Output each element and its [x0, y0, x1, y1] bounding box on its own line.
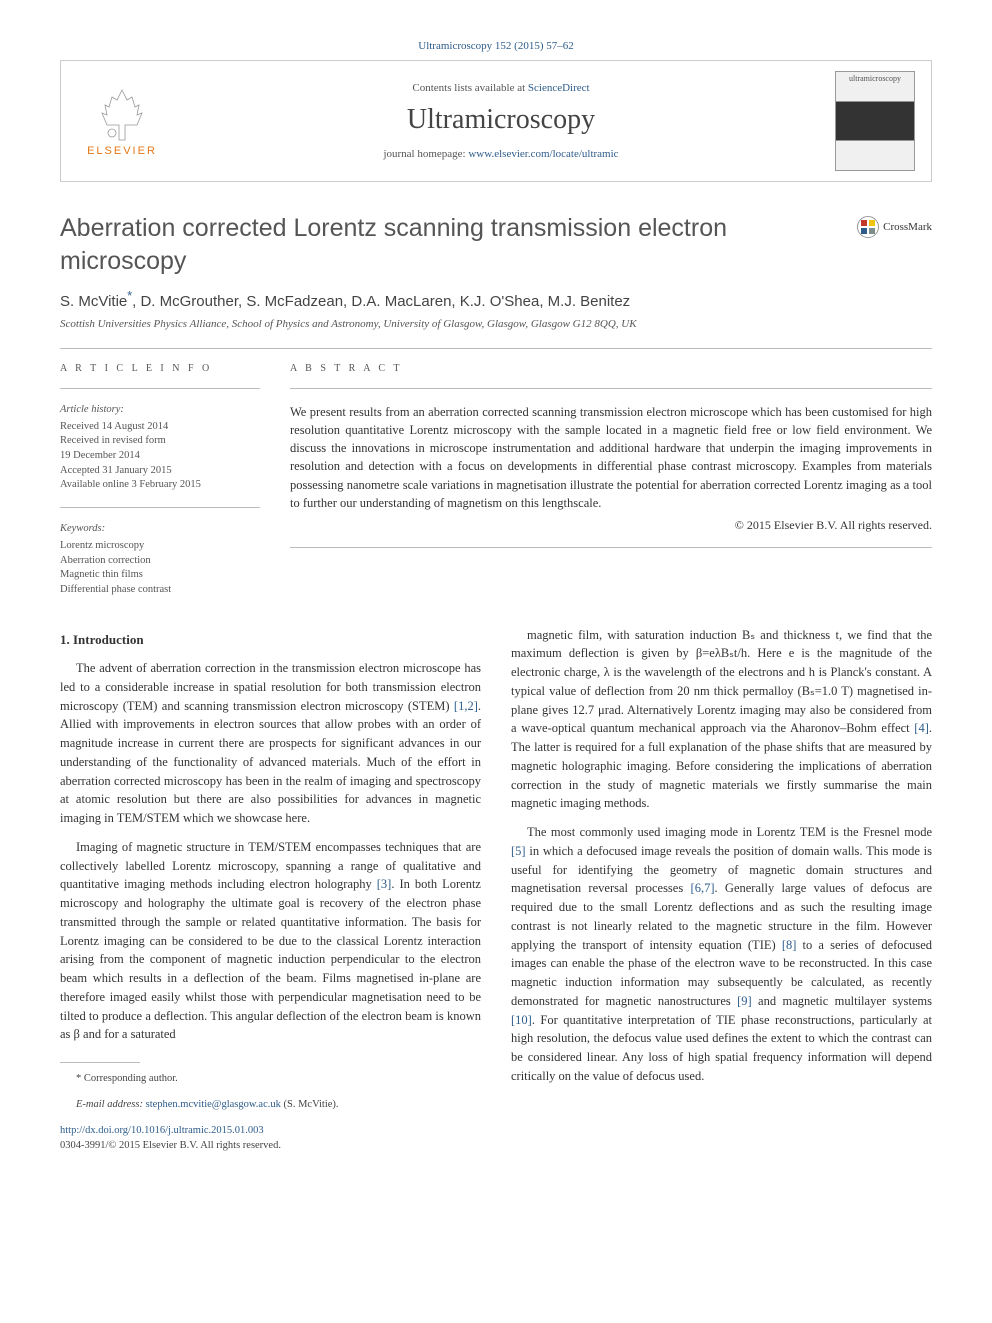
citation-link[interactable]: [10]	[511, 1013, 532, 1027]
contents-prefix: Contents lists available at	[412, 82, 527, 94]
crossmark-label: CrossMark	[883, 221, 932, 233]
abstract-heading: A B S T R A C T	[290, 363, 932, 374]
citation-link[interactable]: [4]	[914, 721, 929, 735]
history-line: Accepted 31 January 2015	[60, 464, 260, 479]
email-suffix: (S. McVitie).	[281, 1099, 339, 1110]
authors-list: S. McVitie*, D. McGrouther, S. McFadzean…	[60, 289, 932, 310]
contents-available-text: Contents lists available at ScienceDirec…	[167, 82, 835, 94]
journal-reference: Ultramicroscopy 152 (2015) 57–62	[60, 40, 932, 52]
body-text-span: . In both Lorentz microscopy and hologra…	[60, 877, 481, 1041]
email-label: E-mail address:	[76, 1099, 146, 1110]
abstract-text: We present results from an aberration co…	[290, 403, 932, 512]
journal-name: Ultramicroscopy	[167, 104, 835, 136]
journal-cover-image: ultramicroscopy	[835, 71, 915, 171]
elsevier-tree-icon	[87, 85, 157, 145]
cover-title: ultramicroscopy	[836, 72, 914, 83]
journal-homepage-link[interactable]: www.elsevier.com/locate/ultramic	[468, 148, 618, 160]
citation-link[interactable]: [3]	[377, 877, 392, 891]
journal-header: ELSEVIER Contents lists available at Sci…	[60, 60, 932, 182]
journal-homepage-text: journal homepage: www.elsevier.com/locat…	[167, 148, 835, 160]
citation-link[interactable]: [9]	[737, 994, 752, 1008]
body-text-span: and magnetic multilayer systems	[752, 994, 932, 1008]
body-text-span: The advent of aberration correction in t…	[60, 661, 481, 713]
crossmark-badge[interactable]: CrossMark	[857, 216, 932, 238]
corresponding-email-link[interactable]: stephen.mcvitie@glasgow.ac.uk	[146, 1099, 281, 1110]
article-info-column: A R T I C L E I N F O Article history: R…	[60, 363, 260, 598]
divider	[60, 1062, 140, 1063]
crossmark-icon	[857, 216, 879, 238]
issn-copyright: 0304-3991/© 2015 Elsevier B.V. All right…	[60, 1138, 481, 1154]
section-heading: 1. Introduction	[60, 630, 481, 650]
affiliation: Scottish Universities Physics Alliance, …	[60, 318, 932, 330]
body-text: 1. Introduction The advent of aberration…	[60, 626, 932, 1155]
body-paragraph: The advent of aberration correction in t…	[60, 659, 481, 828]
body-text-span: . For quantitative interpretation of TIE…	[511, 1013, 932, 1083]
article-title: Aberration corrected Lorentz scanning tr…	[60, 212, 837, 277]
corresponding-author-note: * Corresponding author.	[60, 1071, 481, 1087]
citation-link[interactable]: [1,2]	[454, 699, 478, 713]
divider	[60, 388, 260, 389]
citation-link[interactable]: [8]	[782, 938, 797, 952]
doi-link[interactable]: http://dx.doi.org/10.1016/j.ultramic.201…	[60, 1125, 264, 1136]
keyword: Differential phase contrast	[60, 583, 260, 598]
body-paragraph: magnetic film, with saturation induction…	[511, 626, 932, 814]
article-info-heading: A R T I C L E I N F O	[60, 363, 260, 374]
keyword: Aberration correction	[60, 554, 260, 569]
keyword: Magnetic thin films	[60, 568, 260, 583]
citation-link[interactable]: [5]	[511, 844, 526, 858]
history-line: Received in revised form	[60, 434, 260, 449]
history-line: Received 14 August 2014	[60, 420, 260, 435]
keywords-label: Keywords:	[60, 522, 260, 537]
footnote-block: * Corresponding author. E-mail address: …	[60, 1062, 481, 1154]
history-line: 19 December 2014	[60, 449, 260, 464]
body-text-span: . Allied with improvements in electron s…	[60, 699, 481, 826]
citation-link[interactable]: [6,7]	[691, 881, 715, 895]
article-history-label: Article history:	[60, 403, 260, 418]
body-paragraph: Imaging of magnetic structure in TEM/STE…	[60, 838, 481, 1044]
keyword: Lorentz microscopy	[60, 539, 260, 554]
abstract-column: A B S T R A C T We present results from …	[290, 363, 932, 598]
history-line: Available online 3 February 2015	[60, 478, 260, 493]
divider	[290, 388, 932, 389]
email-line: E-mail address: stephen.mcvitie@glasgow.…	[60, 1097, 481, 1113]
body-text-span: The most commonly used imaging mode in L…	[527, 825, 932, 839]
publisher-logo: ELSEVIER	[77, 76, 167, 166]
divider	[60, 348, 932, 349]
publisher-name: ELSEVIER	[87, 145, 157, 157]
sciencedirect-link[interactable]: ScienceDirect	[528, 82, 590, 94]
corresponding-star: *	[127, 289, 132, 303]
divider	[60, 507, 260, 508]
homepage-prefix: journal homepage:	[383, 148, 468, 160]
divider	[290, 547, 932, 548]
body-paragraph: The most commonly used imaging mode in L…	[511, 823, 932, 1086]
body-text-span: magnetic film, with saturation induction…	[511, 628, 932, 736]
abstract-copyright: © 2015 Elsevier B.V. All rights reserved…	[290, 518, 932, 533]
